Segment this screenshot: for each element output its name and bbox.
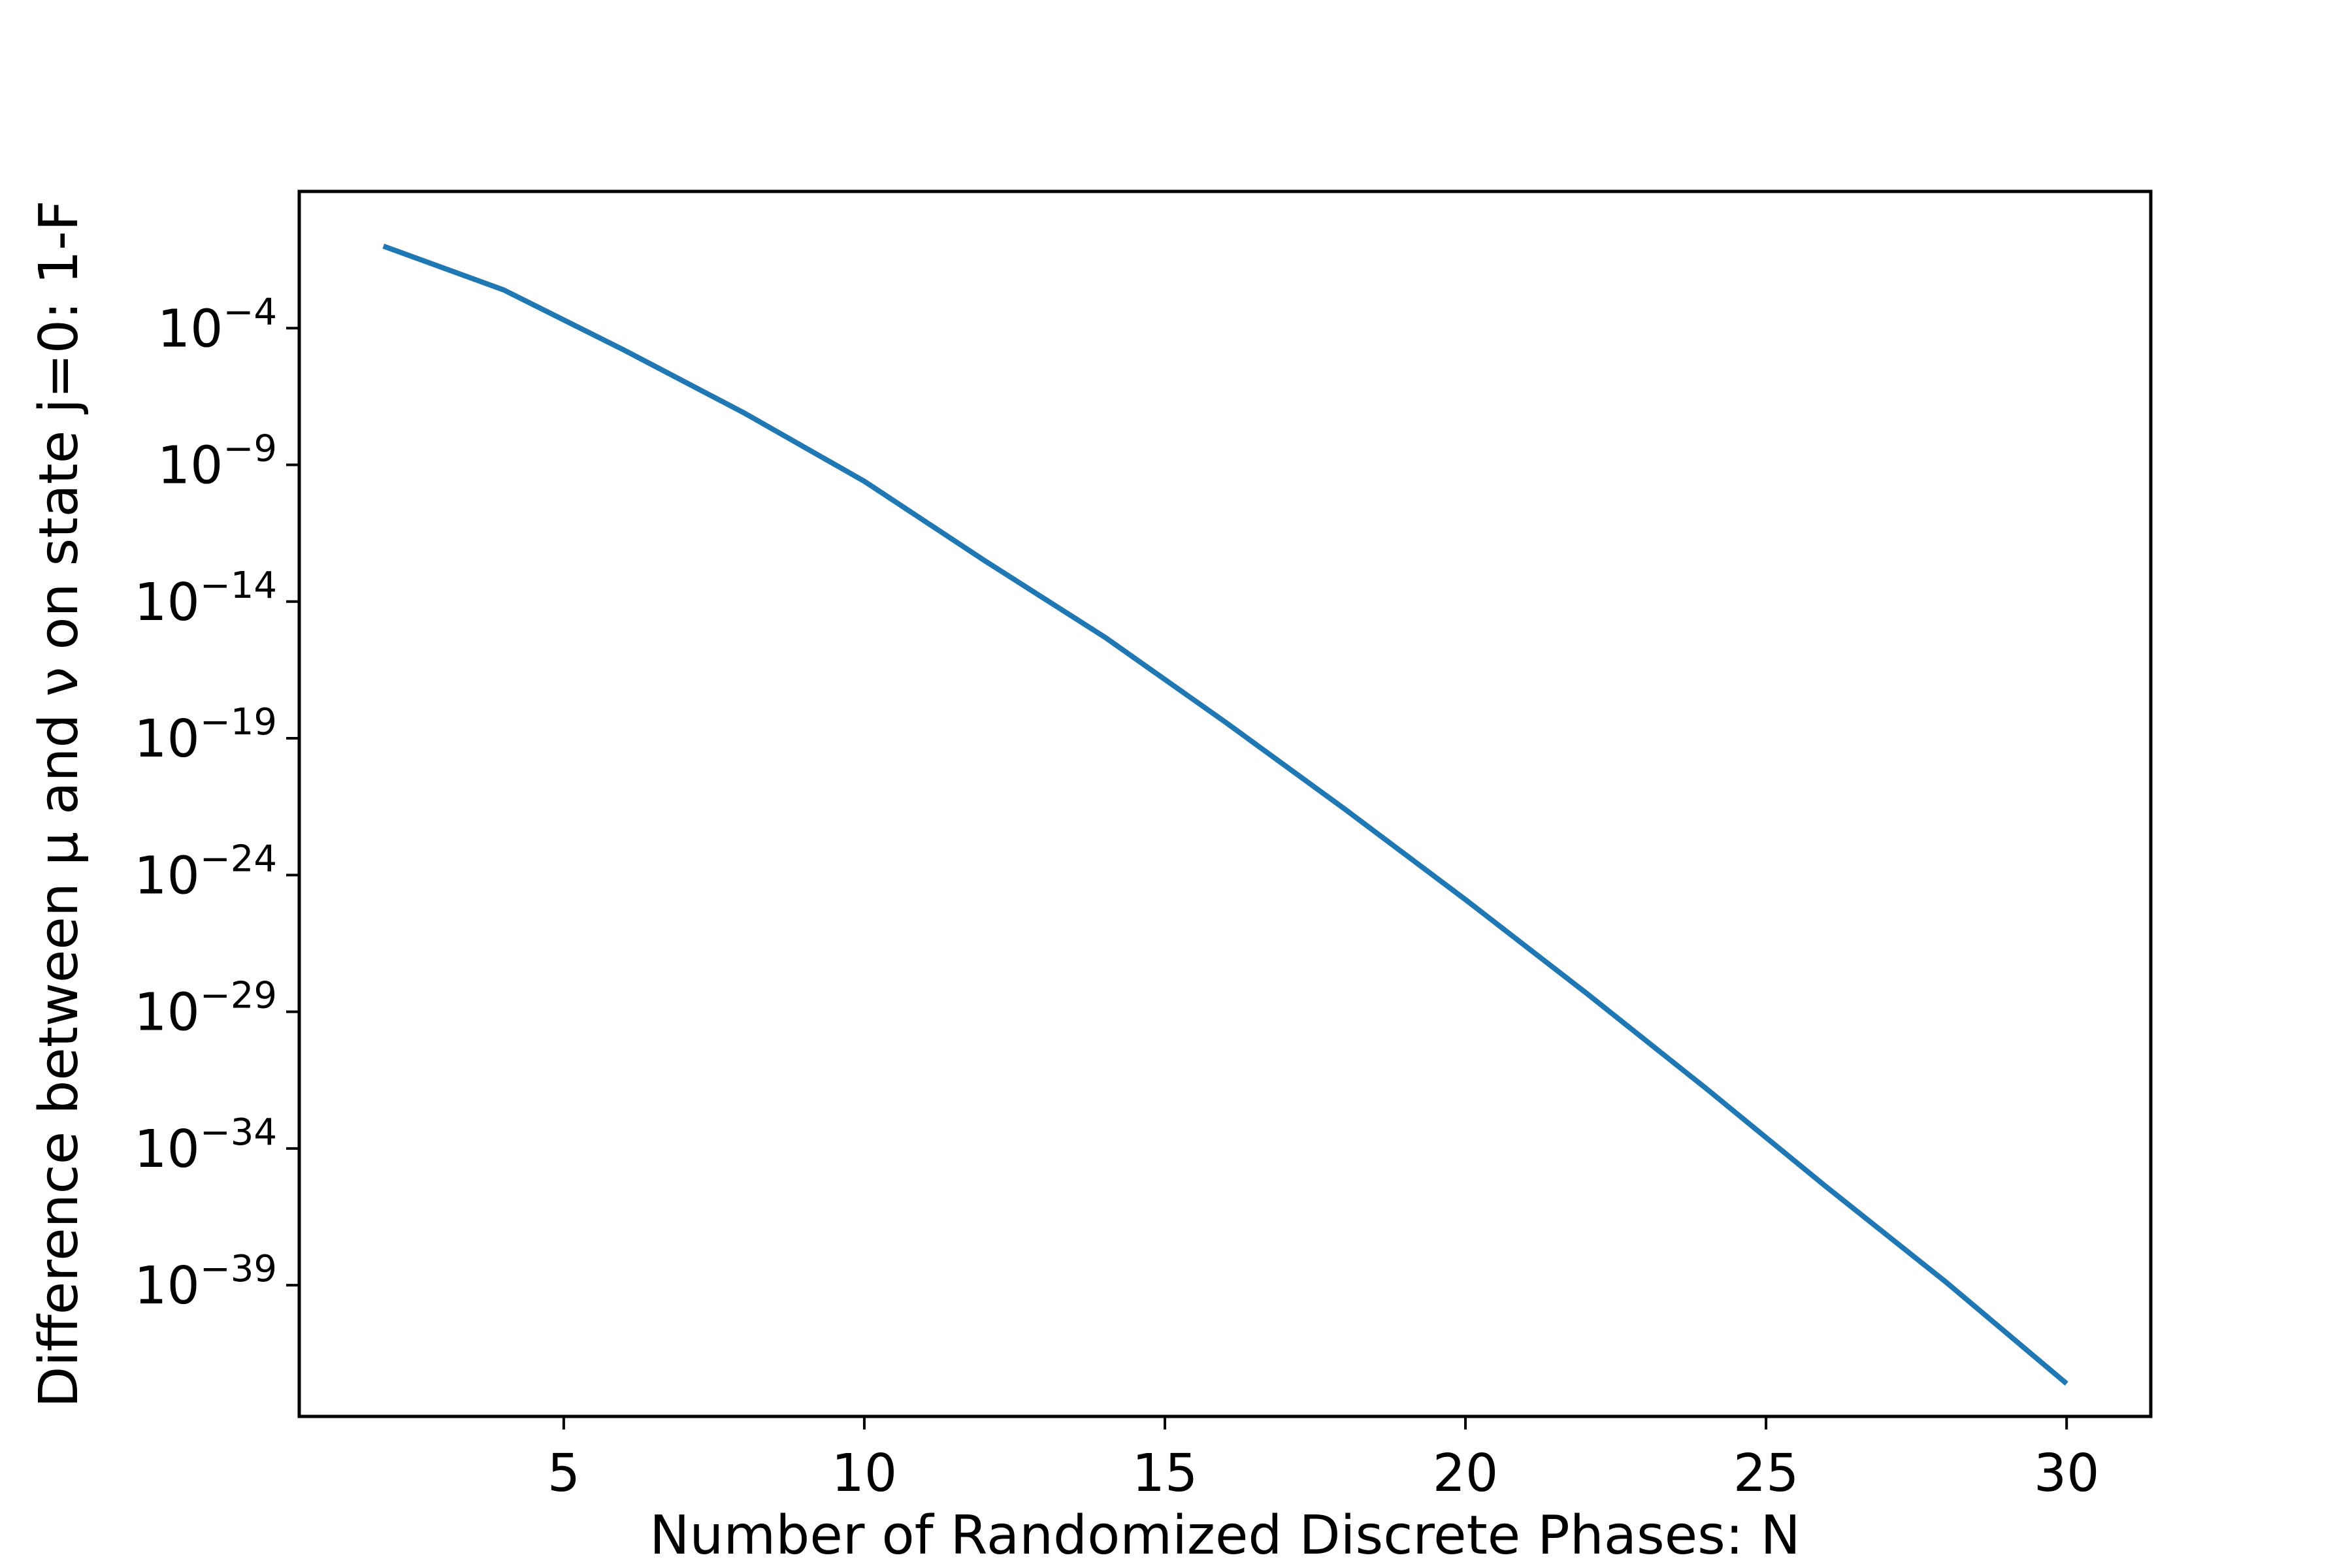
y-tick-base: 10 <box>134 572 200 632</box>
y-tick-exponent: −9 <box>223 428 277 470</box>
x-tick-label: 15 <box>1132 1443 1198 1503</box>
x-tick-label: 20 <box>1433 1443 1499 1503</box>
x-tick-label: 10 <box>832 1443 898 1503</box>
y-tick-base: 10 <box>157 299 223 359</box>
y-tick-exponent: −19 <box>200 701 277 743</box>
y-tick-label: 10−34 <box>134 1111 277 1179</box>
y-tick-label: 10−39 <box>134 1248 277 1316</box>
x-tick-label: 25 <box>1733 1443 1799 1503</box>
y-tick-label: 10−29 <box>134 975 277 1043</box>
y-tick-label: 10−4 <box>157 291 277 359</box>
tick-group: 5 10 15 20 25 3010−410−910−1410−1910−2410−291… <box>134 291 2099 1503</box>
y-tick-label: 10−19 <box>134 701 277 769</box>
x-tick-label: 5 <box>547 1443 580 1503</box>
y-tick-label: 10−14 <box>134 564 277 632</box>
y-tick-exponent: −29 <box>200 975 277 1017</box>
y-tick-exponent: −14 <box>200 564 277 607</box>
series-line <box>382 243 2068 1386</box>
y-tick-exponent: −4 <box>223 291 277 333</box>
x-tick-label: 30 <box>2034 1443 2100 1503</box>
x-axis-label: Number of Randomized Discrete Phases: N <box>649 1505 1801 1567</box>
y-axis-label: Difference between μ and ν on state j=0:… <box>28 200 90 1407</box>
y-tick-label: 10−9 <box>157 428 277 496</box>
y-tick-base: 10 <box>134 1256 200 1316</box>
y-tick-base: 10 <box>134 845 200 906</box>
y-tick-exponent: −39 <box>200 1248 277 1290</box>
y-tick-exponent: −34 <box>200 1111 277 1154</box>
y-tick-exponent: −24 <box>200 838 277 880</box>
y-tick-base: 10 <box>134 983 200 1043</box>
y-tick-base: 10 <box>157 436 223 496</box>
y-tick-base: 10 <box>134 1119 200 1179</box>
y-tick-base: 10 <box>134 709 200 769</box>
axes-frame <box>297 189 2153 1418</box>
y-tick-label: 10−24 <box>134 838 277 906</box>
